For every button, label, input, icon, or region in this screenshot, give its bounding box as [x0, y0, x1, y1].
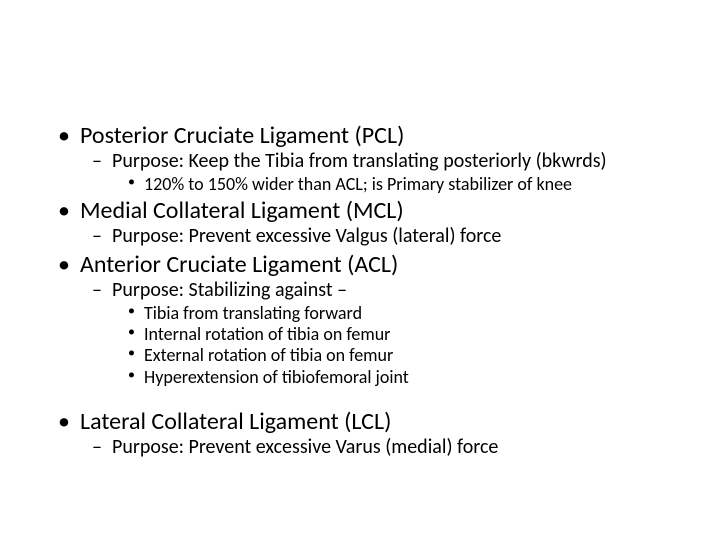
list-item: Anterior Cruciate Ligament (ACL): [40, 251, 680, 279]
list-item: Hyperextension of tibiofemoral joint: [40, 367, 680, 388]
list-item: Lateral Collateral Ligament (LCL): [40, 408, 680, 436]
list-item: Medial Collateral Ligament (MCL): [40, 197, 680, 225]
list-item: Tibia from translating forward: [40, 303, 680, 324]
list-item: Purpose: Prevent excessive Varus (medial…: [40, 436, 680, 460]
list-item: 120% to 150% wider than ACL; is Primary …: [40, 174, 680, 195]
list-item: External rotation of tibia on femur: [40, 345, 680, 366]
slide: Posterior Cruciate Ligament (PCL) Purpos…: [0, 0, 720, 540]
list-item: Internal rotation of tibia on femur: [40, 324, 680, 345]
list-item: Posterior Cruciate Ligament (PCL): [40, 122, 680, 150]
list-item: Purpose: Stabilizing against –: [40, 279, 680, 303]
list-item: Purpose: Prevent excessive Valgus (later…: [40, 225, 680, 249]
list-item: Purpose: Keep the Tibia from translating…: [40, 150, 680, 174]
bullet-list: Posterior Cruciate Ligament (PCL) Purpos…: [40, 122, 680, 460]
